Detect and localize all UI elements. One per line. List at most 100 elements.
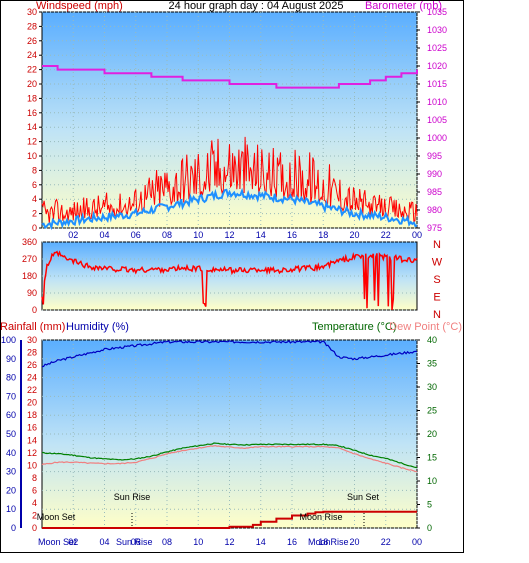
wind-x-tick-label: 02: [68, 230, 78, 240]
humidity-tick-label: 100: [1, 335, 16, 345]
moon-set-annotation: Moon Set: [37, 512, 76, 522]
barometer-tick-label: 1025: [427, 43, 447, 53]
humidity-tick-label: 60: [6, 410, 16, 420]
lower-x-tick-label: 08: [162, 537, 172, 547]
wind-tick-label: 2: [32, 209, 37, 219]
direction-tick-label: 360: [22, 237, 37, 247]
lower-x-tick-label: 22: [381, 537, 391, 547]
wind-average-line: [41, 187, 418, 231]
barometer-tick-label: 1010: [427, 97, 447, 107]
direction-left-axis: 0 90 180 270 360: [22, 237, 37, 315]
wind-tick-label: 22: [27, 65, 37, 75]
humidity-left-axis: 0 10 20 30 40 50 60 70 80 90 100: [1, 335, 22, 533]
wind-tick-label: 8: [32, 165, 37, 175]
rain-tick-label: 26: [27, 360, 37, 370]
temperature-right-axis: 0 5 10 15 20 25 30 35 40: [417, 335, 437, 533]
humidity-tick-label: 10: [6, 504, 16, 514]
wind-axis-title: Windspeed (mph): [36, 0, 123, 12]
wind-tick-label: 30: [27, 7, 37, 17]
lower-x-tick-label: 12: [224, 537, 234, 547]
lower-x-tick-label: 06: [131, 537, 141, 547]
rain-tick-label: 18: [27, 410, 37, 420]
temperature-tick-label: 15: [427, 453, 437, 463]
barometer-axis-title: Barometer (mb): [365, 0, 442, 12]
barometer-tick-label: 975: [427, 223, 442, 233]
wind-x-tick-label: 04: [99, 230, 109, 240]
direction-tick-label: 90: [27, 288, 37, 298]
direction-tick-label: 270: [22, 254, 37, 264]
barometer-tick-label: 1035: [427, 7, 447, 17]
direction-series: [41, 250, 418, 310]
temperature-tick-label: 30: [427, 382, 437, 392]
wind-x-tick-label: 14: [256, 230, 266, 240]
wind-x-tick-label: 08: [162, 230, 172, 240]
humidity-tick-label: 70: [6, 391, 16, 401]
wind-x-tick-label: 10: [193, 230, 203, 240]
humidity-tick-label: 50: [6, 429, 16, 439]
wind-tick-label: 18: [27, 93, 37, 103]
wind-x-tick-label: 06: [131, 230, 141, 240]
lower-x-tick-label: 16: [287, 537, 297, 547]
temperature-axis-title: Temperature (°C): [312, 321, 396, 333]
temperature-tick-label: 25: [427, 406, 437, 416]
barometer-line: [42, 65, 418, 89]
humidity-tick-label: 20: [6, 485, 16, 495]
humidity-axis-title: Humidity (%): [66, 321, 129, 333]
compass-label: S: [433, 274, 440, 286]
barometer-tick-label: 995: [427, 151, 442, 161]
rain-tick-label: 10: [27, 460, 37, 470]
direction-tick-label: 180: [22, 271, 37, 281]
wind-tick-label: 0: [32, 223, 37, 233]
direction-line: [41, 250, 418, 310]
wind-gust-line: [41, 136, 418, 224]
humidity-tick-label: 90: [6, 354, 16, 364]
wind-x-tick-label: 16: [287, 230, 297, 240]
page-border: [0, 0, 464, 553]
lower-x-tick-label: 02: [68, 537, 78, 547]
humidity-tick-label: 80: [6, 373, 16, 383]
wind-tick-label: 10: [27, 151, 37, 161]
wind-x-tick-label: 22: [381, 230, 391, 240]
wind-x-tick-label: 20: [349, 230, 359, 240]
temperature-tick-label: 40: [427, 335, 437, 345]
dewpoint-axis-title: Dew Point (°C): [389, 321, 462, 333]
wind-tick-label: 26: [27, 36, 37, 46]
temperature-tick-label: 35: [427, 359, 437, 369]
wind-tick-label: 16: [27, 108, 37, 118]
lower-series: [41, 339, 418, 529]
lower-x-tick-label: 14: [256, 537, 266, 547]
barometer-tick-label: 1015: [427, 79, 447, 89]
wind-tick-label: 14: [27, 122, 37, 132]
wind-tick-label: 4: [32, 194, 37, 204]
rain-tick-label: 14: [27, 435, 37, 445]
wind-x-tick-label: 18: [318, 230, 328, 240]
barometer-tick-label: 1005: [427, 115, 447, 125]
moon-rise-annotation: Moon Rise: [299, 512, 342, 522]
bottom-moonset-label: Moon Set: [38, 537, 77, 547]
direction-tick-label: 0: [32, 305, 37, 315]
rain-tick-label: 22: [27, 385, 37, 395]
wind-x-tick-label: 00: [412, 230, 422, 240]
rainfall-axis-title: Rainfall (mm): [0, 321, 65, 333]
compass-label: N: [433, 309, 441, 321]
wind-x-axis: 02 04 06 08 10 12 14 16 18 20 22 00: [68, 230, 422, 240]
rain-tick-label: 12: [27, 448, 37, 458]
rain-tick-label: 4: [32, 498, 37, 508]
rain-tick-label: 8: [32, 473, 37, 483]
lower-x-tick-label: 00: [412, 537, 422, 547]
rain-tick-label: 0: [32, 523, 37, 533]
lower-x-tick-label: 20: [349, 537, 359, 547]
wind-x-tick-label: 12: [224, 230, 234, 240]
rain-tick-label: 28: [27, 348, 37, 358]
sun-rise-annotation: Sun Rise: [114, 492, 151, 502]
humidity-line: [41, 339, 418, 368]
rain-tick-label: 16: [27, 423, 37, 433]
barometer-tick-label: 1030: [427, 25, 447, 35]
temperature-tick-label: 0: [427, 523, 432, 533]
rain-tick-label: 2: [32, 510, 37, 520]
temperature-tick-label: 10: [427, 476, 437, 486]
temperature-tick-label: 5: [427, 500, 432, 510]
wind-tick-label: 12: [27, 137, 37, 147]
